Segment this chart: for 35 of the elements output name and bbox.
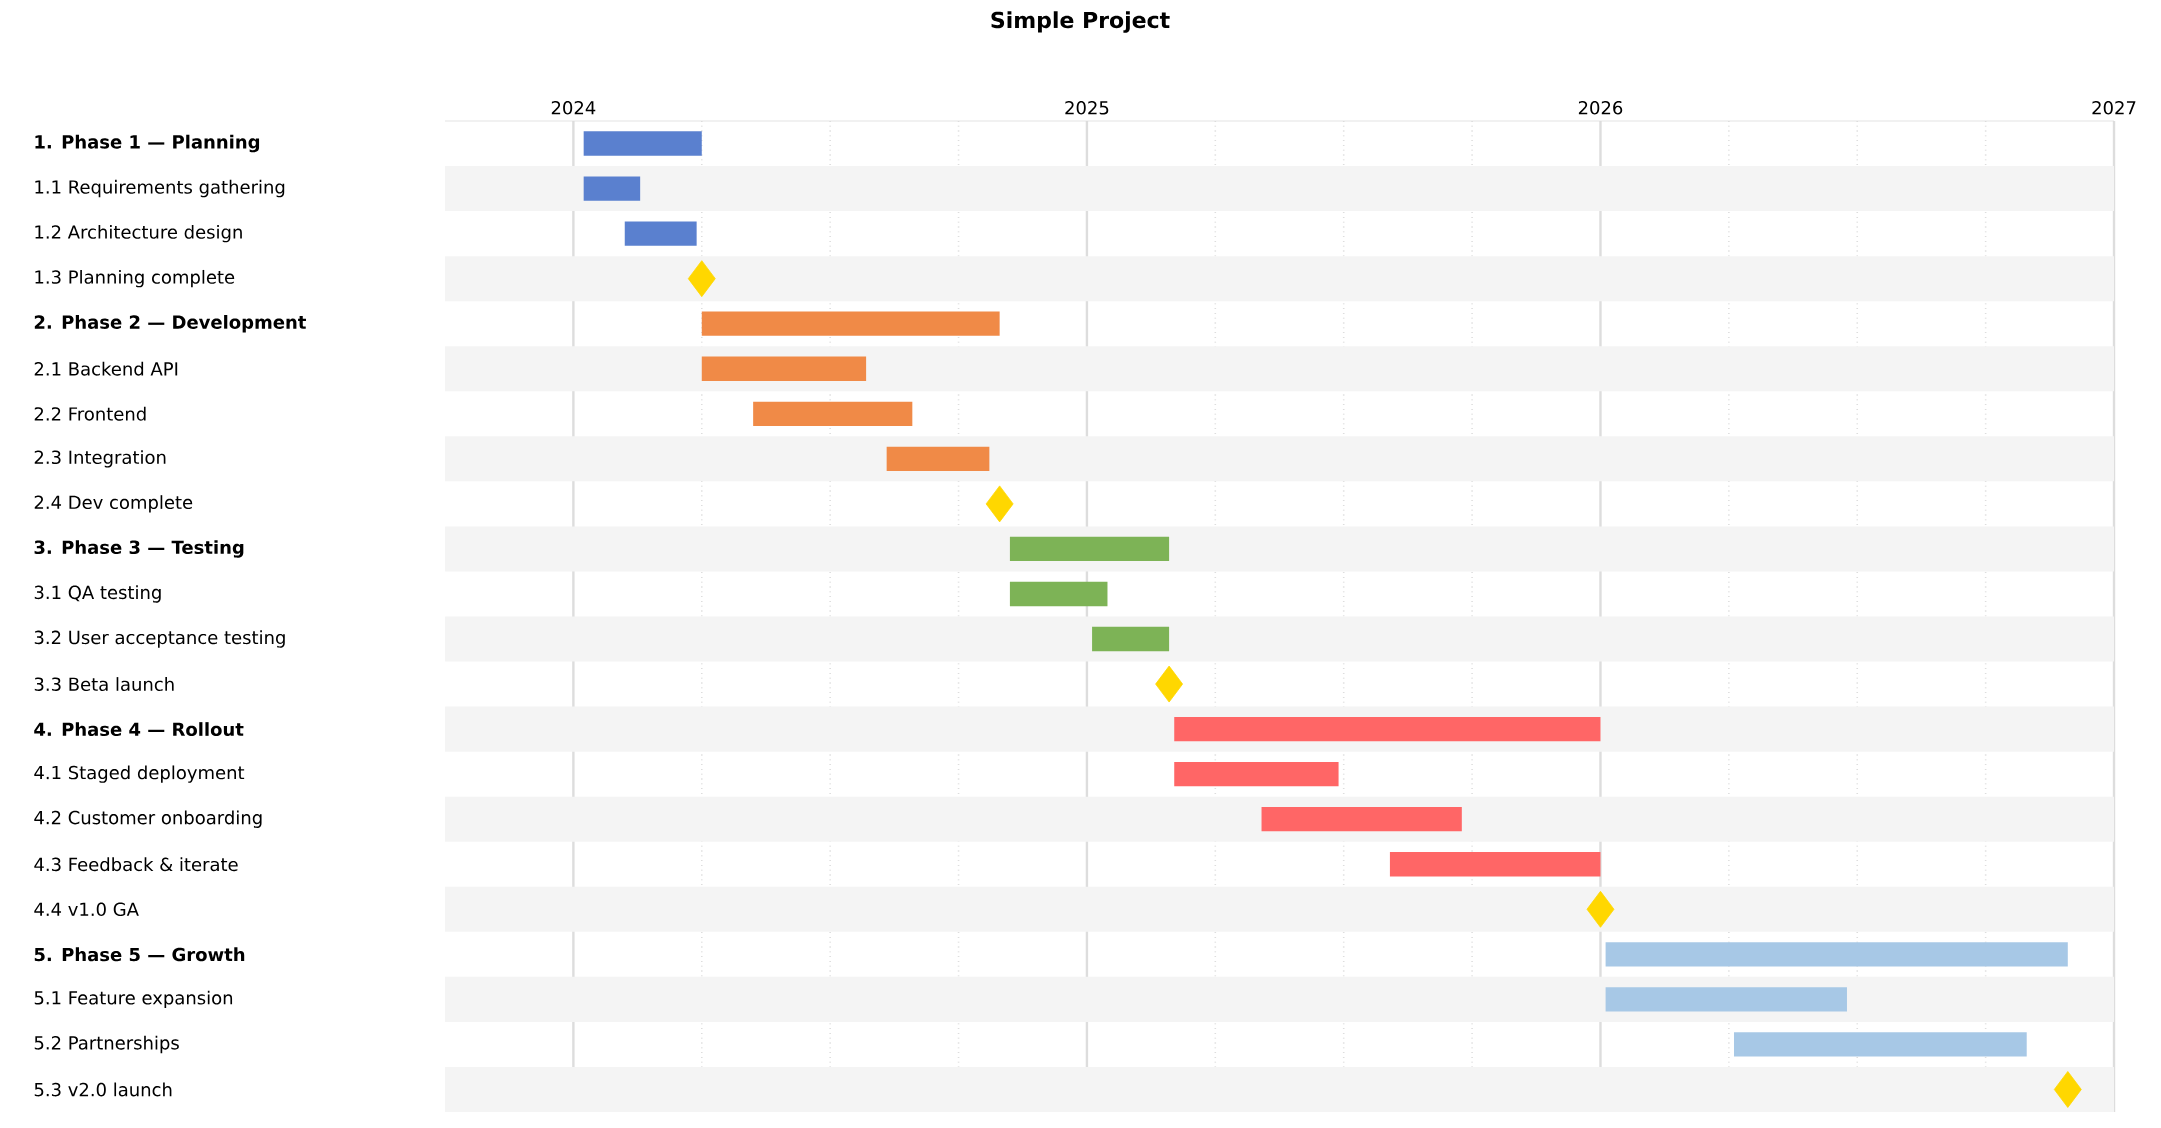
point xyxy=(1155,665,1183,703)
y-tick-label: 3.1 QA testing xyxy=(34,585,161,603)
y-tick-label: 1.1 Requirements gathering xyxy=(35,179,285,198)
x-tick-label: 2026 xyxy=(1578,100,1623,115)
y-tick-label: 5.3 v2.0 launch xyxy=(34,1082,172,1097)
y-tick-label: 5.1 Feature expansion xyxy=(34,990,233,1009)
y-tick-label: 5. Phase 5 — Growth xyxy=(34,947,245,962)
point xyxy=(687,260,716,298)
bar xyxy=(1605,942,2068,967)
y-tick-label: 2.3 Integration xyxy=(34,450,166,468)
y-tick-label: 3. Phase 3 — Testing xyxy=(34,540,244,558)
point xyxy=(1586,890,1615,928)
y-tick-label: 2.4 Dev complete xyxy=(34,495,193,513)
bar xyxy=(583,131,702,156)
x-tick-label: 2027 xyxy=(2092,100,2136,115)
bar xyxy=(1009,536,1170,562)
y-tick-label: 2. Phase 2 — Development xyxy=(34,314,306,333)
x-tick-label: 2025 xyxy=(1065,100,1109,115)
y-tick-label: 4.4 v1.0 GA xyxy=(34,902,139,917)
y-tick-label: 4. Phase 4 — Rollout xyxy=(34,722,244,737)
x-tick-label: 2024 xyxy=(551,100,596,115)
y-tick-label: 4.1 Staged deployment xyxy=(34,765,245,783)
chart-title: Simple Project xyxy=(991,11,1170,33)
y-tick-label: 4.2 Customer onboarding xyxy=(34,810,262,828)
y-tick-label: 3.3 Beta launch xyxy=(34,677,174,692)
y-tick-label: 2.2 Frontend xyxy=(34,406,146,421)
y-tick-label: 1.2 Architecture design xyxy=(35,224,242,243)
y-tick-label: 5.2 Partnerships xyxy=(34,1035,179,1054)
y-tick-label: 4.3 Feedback & iterate xyxy=(34,857,238,872)
y-tick-label: 1. Phase 1 — Planning xyxy=(35,134,260,153)
point xyxy=(2053,1071,2082,1108)
point xyxy=(985,485,1014,523)
y-tick-label: 1.3 Planning complete xyxy=(35,269,235,288)
y-tick-label: 2.1 Backend API xyxy=(34,361,178,376)
y-tick-label: 3.2 User acceptance testing xyxy=(34,630,285,648)
